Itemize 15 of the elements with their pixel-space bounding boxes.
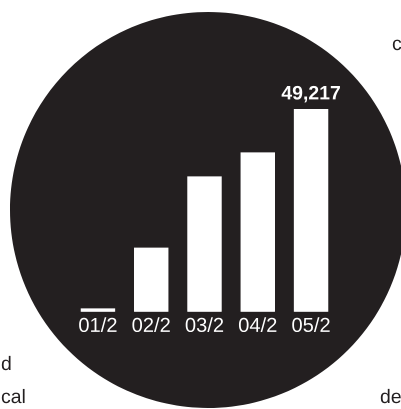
text: cal — [2, 388, 25, 404]
x-tick-label: 01/2 — [79, 317, 117, 332]
bar — [294, 109, 328, 312]
text: d — [2, 356, 11, 370]
data-label: 49,217 — [282, 86, 340, 102]
bar — [240, 152, 275, 312]
x-tick-label: 04/2 — [238, 317, 276, 332]
bar — [134, 248, 168, 312]
x-tick-label: 05/2 — [292, 317, 330, 332]
x-tick-label: 02/2 — [132, 317, 170, 332]
text: c — [392, 40, 401, 50]
x-tick-label: 03/2 — [186, 317, 224, 332]
text: de — [380, 388, 401, 404]
bar — [187, 176, 222, 312]
bar — [80, 308, 116, 312]
